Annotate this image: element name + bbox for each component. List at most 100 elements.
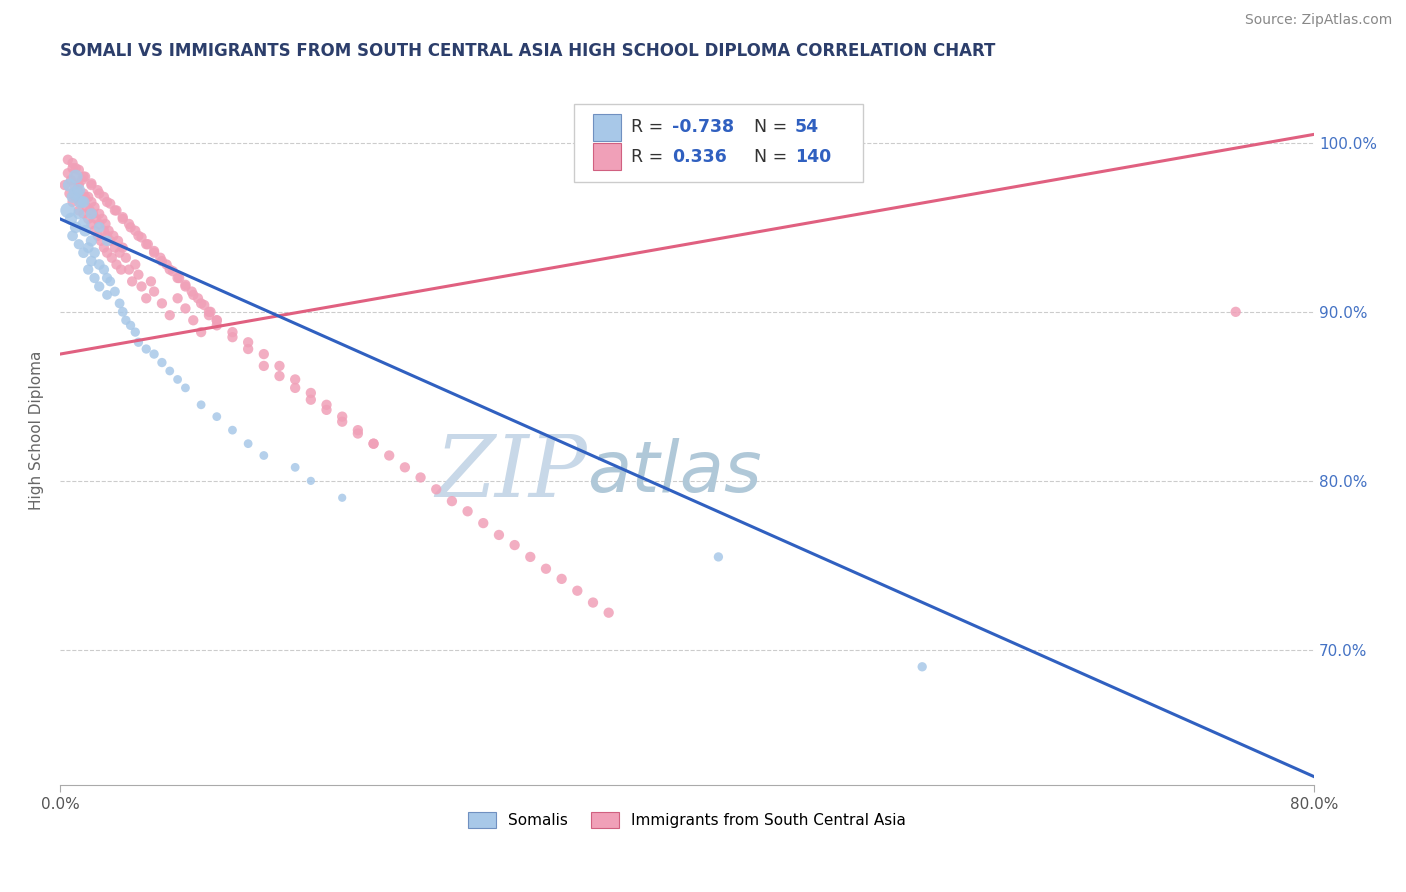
Point	[136, 237, 159, 252]
Text: N =: N =	[754, 148, 792, 166]
Point	[135, 237, 157, 252]
Point	[200, 305, 222, 319]
Text: N =: N =	[754, 118, 792, 136]
Point	[330, 491, 353, 505]
Point	[105, 203, 128, 218]
Point	[65, 190, 87, 204]
Point	[89, 217, 111, 231]
Point	[66, 183, 89, 197]
Point	[135, 342, 157, 356]
Point	[65, 169, 87, 184]
Point	[120, 220, 142, 235]
Point	[236, 436, 259, 450]
Point	[582, 596, 605, 610]
Point	[56, 153, 79, 167]
Point	[911, 660, 934, 674]
Point	[457, 504, 479, 518]
Legend: Somalis, Immigrants from South Central Asia: Somalis, Immigrants from South Central A…	[463, 806, 911, 834]
Point	[118, 262, 141, 277]
Point	[91, 211, 114, 226]
Point	[98, 234, 121, 248]
Point	[347, 423, 370, 437]
Point	[187, 291, 209, 305]
Text: 140: 140	[794, 148, 831, 166]
Point	[166, 372, 188, 386]
Point	[83, 271, 105, 285]
Point	[89, 279, 111, 293]
Point	[89, 258, 111, 272]
Point	[67, 237, 90, 252]
Point	[83, 200, 105, 214]
Point	[86, 228, 108, 243]
Point	[205, 313, 228, 327]
Point	[111, 305, 134, 319]
Point	[89, 207, 111, 221]
Point	[84, 211, 107, 226]
Text: Source: ZipAtlas.com: Source: ZipAtlas.com	[1244, 13, 1392, 28]
Point	[205, 313, 228, 327]
Point	[159, 262, 181, 277]
Point	[378, 449, 401, 463]
Point	[63, 178, 86, 192]
Point	[65, 169, 87, 184]
Point	[221, 330, 243, 344]
Point	[82, 207, 104, 221]
Point	[330, 409, 353, 424]
Point	[127, 335, 149, 350]
Point	[127, 268, 149, 282]
Point	[143, 285, 166, 299]
Point	[72, 245, 94, 260]
Text: ZIP: ZIP	[434, 432, 586, 514]
Point	[190, 296, 212, 310]
Point	[108, 296, 131, 310]
Point	[62, 156, 84, 170]
Point	[159, 308, 181, 322]
Point	[96, 288, 118, 302]
Point	[198, 308, 221, 322]
Point	[174, 279, 197, 293]
Text: atlas: atlas	[586, 438, 762, 508]
Text: SOMALI VS IMMIGRANTS FROM SOUTH CENTRAL ASIA HIGH SCHOOL DIPLOMA CORRELATION CHA: SOMALI VS IMMIGRANTS FROM SOUTH CENTRAL …	[60, 42, 995, 60]
Point	[80, 254, 103, 268]
Point	[94, 217, 117, 231]
Point	[70, 173, 93, 187]
Point	[299, 474, 322, 488]
Point	[1225, 305, 1247, 319]
Point	[253, 449, 276, 463]
Point	[115, 313, 138, 327]
Point	[111, 211, 134, 226]
Point	[598, 606, 620, 620]
Point	[80, 234, 103, 248]
Point	[93, 241, 115, 255]
Point	[315, 398, 337, 412]
Point	[58, 178, 80, 192]
Point	[198, 305, 221, 319]
Point	[236, 335, 259, 350]
Point	[394, 460, 416, 475]
Y-axis label: High School Diploma: High School Diploma	[30, 351, 44, 510]
Point	[80, 217, 103, 231]
Point	[56, 203, 79, 218]
Point	[77, 211, 100, 226]
Point	[363, 436, 385, 450]
Point	[93, 262, 115, 277]
Point	[409, 470, 432, 484]
Point	[121, 274, 143, 288]
Point	[96, 245, 118, 260]
Point	[90, 234, 112, 248]
Point	[110, 262, 132, 277]
Point	[124, 224, 146, 238]
Point	[156, 258, 179, 272]
Point	[534, 562, 557, 576]
Point	[193, 298, 215, 312]
Point	[58, 186, 80, 201]
Text: R =: R =	[631, 118, 668, 136]
Point	[269, 369, 291, 384]
Point	[65, 186, 87, 201]
Point	[80, 177, 103, 191]
Point	[107, 234, 129, 248]
Point	[181, 288, 204, 302]
Point	[69, 194, 91, 209]
Point	[104, 241, 127, 255]
Point	[80, 178, 103, 192]
